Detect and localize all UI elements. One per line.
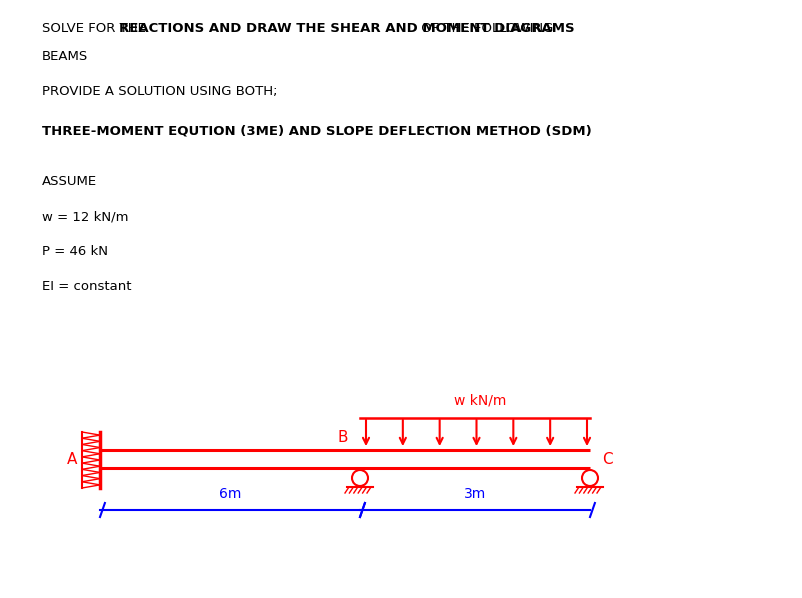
Text: w = 12 kN/m: w = 12 kN/m bbox=[42, 210, 128, 223]
Text: C: C bbox=[602, 451, 612, 466]
Text: PROVIDE A SOLUTION USING BOTH;: PROVIDE A SOLUTION USING BOTH; bbox=[42, 85, 277, 98]
Text: ASSUME: ASSUME bbox=[42, 175, 97, 188]
Text: P = 46 kN: P = 46 kN bbox=[42, 245, 108, 258]
Text: B: B bbox=[338, 430, 348, 445]
Text: 3m: 3m bbox=[464, 487, 486, 501]
Text: SOLVE FOR THE: SOLVE FOR THE bbox=[42, 22, 150, 35]
Text: THREE-MOMENT EQUTION (3ME) AND SLOPE DEFLECTION METHOD (SDM): THREE-MOMENT EQUTION (3ME) AND SLOPE DEF… bbox=[42, 125, 592, 138]
Text: BEAMS: BEAMS bbox=[42, 50, 88, 63]
Text: REACTIONS AND DRAW THE SHEAR AND MOMENT DIAGRAMS: REACTIONS AND DRAW THE SHEAR AND MOMENT … bbox=[119, 22, 574, 35]
Text: OF THE FOLLOWING: OF THE FOLLOWING bbox=[416, 22, 553, 35]
Text: 6m: 6m bbox=[219, 487, 241, 501]
Text: w kN/m: w kN/m bbox=[454, 394, 506, 408]
Text: A: A bbox=[67, 451, 77, 466]
Text: EI = constant: EI = constant bbox=[42, 280, 132, 293]
